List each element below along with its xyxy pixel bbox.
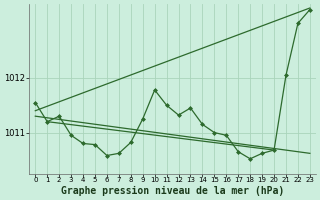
X-axis label: Graphe pression niveau de la mer (hPa): Graphe pression niveau de la mer (hPa) <box>61 186 284 196</box>
